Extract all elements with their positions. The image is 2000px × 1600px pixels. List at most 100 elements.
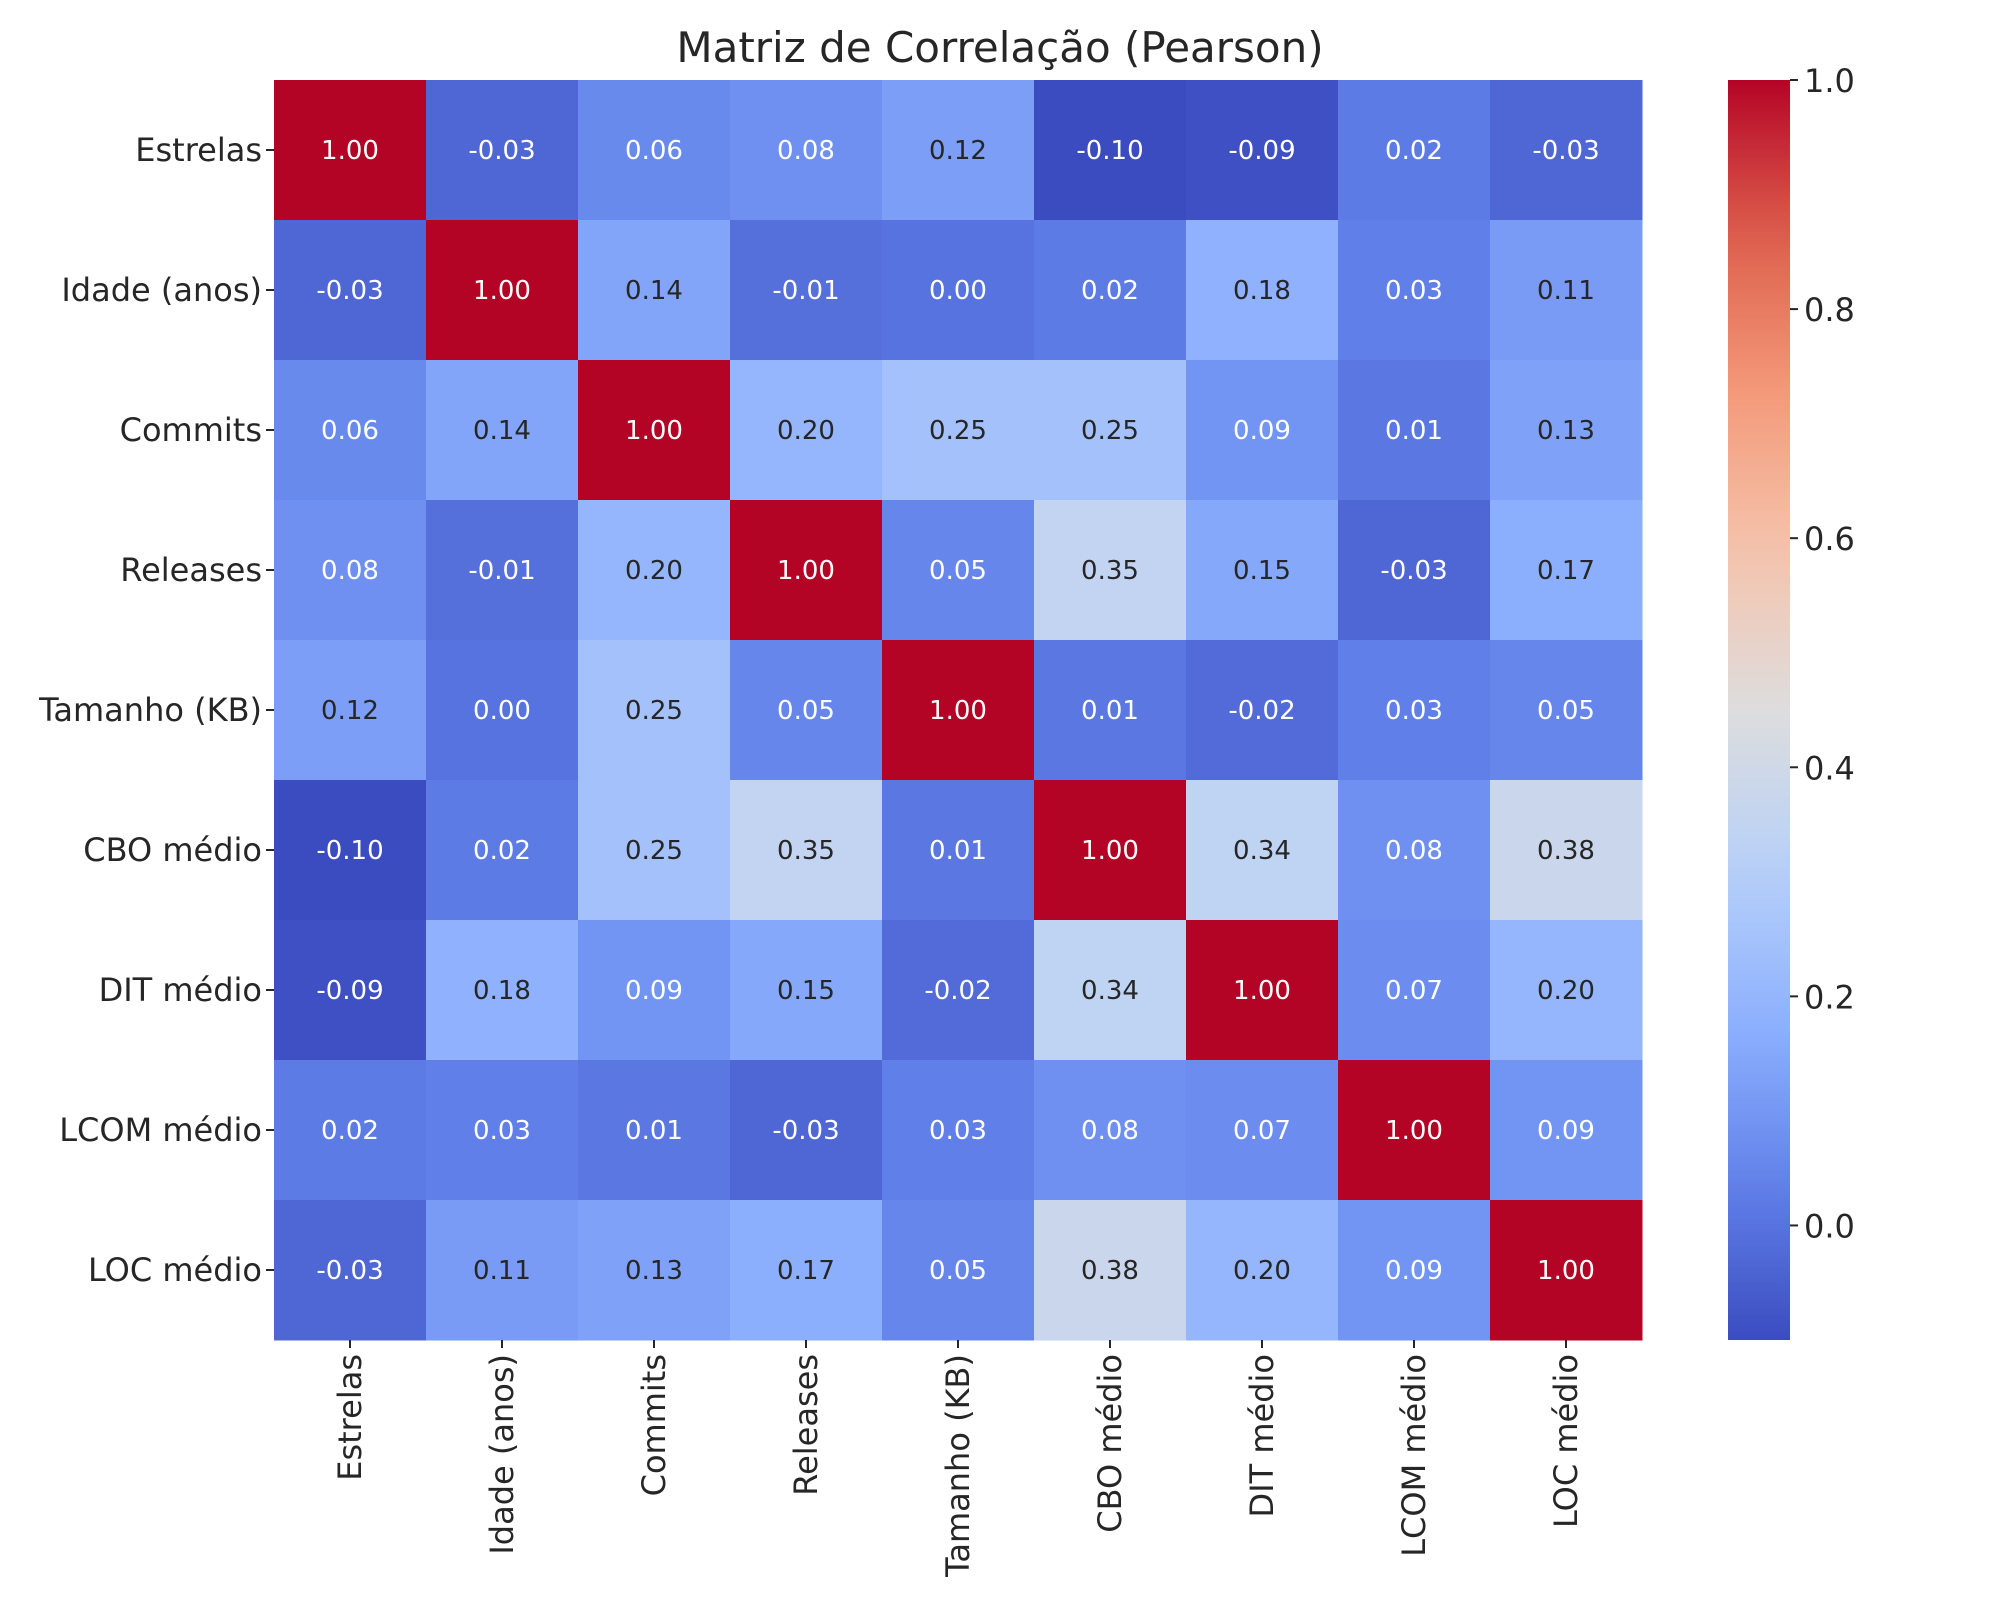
cell-value-label: 0.05 [777, 696, 835, 726]
heatmap-cell [882, 780, 1035, 921]
heatmap-cell [578, 920, 731, 1061]
colorbar: 0.0 0.2 0.4 0.6 0.8 1.0 [1728, 62, 1855, 1340]
heatmap-cell [1338, 780, 1491, 921]
cell-value-label: 0.05 [1537, 696, 1595, 726]
cell-value-label: 1.00 [1385, 1116, 1443, 1146]
heatmap-cell [1490, 360, 1643, 501]
cell-value-label: 0.34 [1081, 976, 1139, 1006]
heatmap-cell [730, 780, 883, 921]
chart-title: Matriz de Correlação (Pearson) [676, 23, 1323, 72]
cell-value-label: 0.35 [777, 836, 835, 866]
colorbar-tick-label: 1.0 [1804, 62, 1855, 100]
heatmap-cell [578, 360, 731, 501]
cell-value-label: -0.03 [772, 1116, 839, 1146]
cell-value-label: 0.18 [1233, 276, 1291, 306]
cell-value-label: 0.25 [625, 836, 683, 866]
heatmap-cell [578, 640, 731, 781]
row-labels: Estrelas Idade (anos) Commits Releases Taman… [38, 131, 274, 1289]
heatmap-cell [1186, 1060, 1339, 1201]
heatmap-cell [882, 220, 1035, 361]
heatmap-cell [1034, 360, 1187, 501]
row-tick-label: Commits [120, 411, 262, 449]
cell-value-label: 0.13 [625, 1256, 683, 1286]
heatmap-cell [578, 220, 731, 361]
cell-value-label: 0.01 [1385, 416, 1443, 446]
cell-value-label: 1.00 [625, 416, 683, 446]
heatmap-cell [882, 80, 1035, 221]
heatmap-cell [882, 920, 1035, 1061]
heatmap-cells [274, 80, 1643, 1341]
heatmap-cell [274, 1060, 427, 1201]
cell-value-label: -0.09 [1228, 136, 1295, 166]
cell-value-label: 1.00 [1233, 976, 1291, 1006]
cell-value-label: 0.11 [473, 1256, 531, 1286]
column-labels: Estrelas Idade (anos) Commits Releases Taman… [331, 1340, 1585, 1578]
heatmap-cell [426, 1200, 579, 1341]
cell-value-label: 0.25 [929, 416, 987, 446]
cell-value-label: 0.02 [1385, 136, 1443, 166]
heatmap-cell [1186, 360, 1339, 501]
heatmap-cell [426, 220, 579, 361]
cell-value-label: 0.09 [1537, 1116, 1595, 1146]
heatmap-cell [1490, 920, 1643, 1061]
cell-value-label: 0.00 [473, 696, 531, 726]
colorbar-tick-label: 0.8 [1804, 291, 1855, 329]
cell-value-label: 0.01 [1081, 696, 1139, 726]
heatmap-cell [578, 1060, 731, 1201]
cell-value-label: -0.10 [1076, 136, 1143, 166]
heatmap-cell [1338, 640, 1491, 781]
cell-value-label: 0.00 [929, 276, 987, 306]
heatmap-cell [730, 1200, 883, 1341]
cell-value-label: 0.02 [1081, 276, 1139, 306]
column-tick-label: LCOM médio [1395, 1354, 1433, 1557]
heatmap-cell [274, 640, 427, 781]
heatmap-cell [1338, 920, 1491, 1061]
cell-value-label: 0.03 [1385, 696, 1443, 726]
colorbar-gradient [1728, 80, 1790, 1340]
heatmap-cell [274, 920, 427, 1061]
heatmap-cell [578, 780, 731, 921]
colorbar-tick-label: 0.6 [1804, 520, 1855, 558]
heatmap-cell [274, 1200, 427, 1341]
row-tick-label: DIT médio [99, 971, 262, 1009]
heatmap-cell [426, 360, 579, 501]
cell-value-label: 0.17 [777, 1256, 835, 1286]
cell-value-label: 0.03 [1385, 276, 1443, 306]
colorbar-tick-label: 0.4 [1804, 749, 1855, 787]
heatmap-cell [1338, 360, 1491, 501]
heatmap-cell [274, 220, 427, 361]
cell-value-label: 0.25 [625, 696, 683, 726]
column-tick-label: Tamanho (KB) [939, 1354, 977, 1578]
cell-value-label: 0.11 [1537, 276, 1595, 306]
cell-value-label: 1.00 [1081, 836, 1139, 866]
cell-value-label: -0.03 [1380, 556, 1447, 586]
column-tick-label: Estrelas [331, 1354, 369, 1481]
heatmap-cell [1186, 1200, 1339, 1341]
cell-value-label: 0.20 [777, 416, 835, 446]
cell-value-label: 1.00 [321, 136, 379, 166]
column-tick-label: Commits [635, 1354, 673, 1496]
cell-value-label: 0.20 [1537, 976, 1595, 1006]
heatmap-cell [426, 780, 579, 921]
cell-value-label: 0.08 [321, 556, 379, 586]
heatmap-cell [1490, 500, 1643, 641]
cell-value-label: 0.05 [929, 1256, 987, 1286]
cell-value-label: 0.18 [473, 976, 531, 1006]
cell-value-label: 0.05 [929, 556, 987, 586]
row-tick-label: Releases [120, 551, 262, 589]
heatmap-cell [730, 220, 883, 361]
heatmap-cell [1490, 80, 1643, 221]
cell-value-label: 0.06 [321, 416, 379, 446]
cell-value-label: 1.00 [929, 696, 987, 726]
cell-value-label: 0.38 [1537, 836, 1595, 866]
heatmap-cell [730, 80, 883, 221]
heatmap-cell [1338, 220, 1491, 361]
heatmap-cell [274, 360, 427, 501]
column-tick-label: Releases [787, 1354, 825, 1496]
row-tick-label: CBO médio [83, 831, 262, 869]
heatmap-cell [882, 500, 1035, 641]
cell-value-label: 0.08 [1385, 836, 1443, 866]
heatmap-cell [1186, 780, 1339, 921]
row-tick-label: Tamanho (KB) [38, 691, 262, 729]
heatmap-cell [730, 920, 883, 1061]
